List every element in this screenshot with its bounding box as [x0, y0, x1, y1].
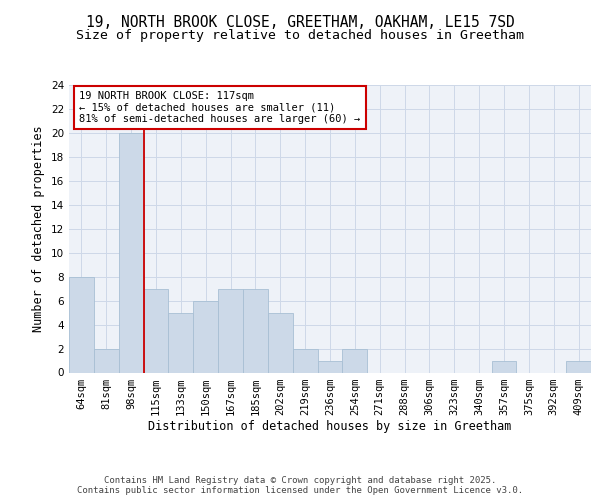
Bar — [243, 288, 268, 372]
Text: Contains HM Land Registry data © Crown copyright and database right 2025.
Contai: Contains HM Land Registry data © Crown c… — [77, 476, 523, 495]
Bar — [268, 312, 293, 372]
Bar — [119, 133, 143, 372]
Y-axis label: Number of detached properties: Number of detached properties — [32, 126, 46, 332]
Bar — [69, 276, 94, 372]
Text: 19 NORTH BROOK CLOSE: 117sqm
← 15% of detached houses are smaller (11)
81% of se: 19 NORTH BROOK CLOSE: 117sqm ← 15% of de… — [79, 91, 361, 124]
Bar — [193, 300, 218, 372]
Bar — [143, 288, 169, 372]
Bar — [343, 348, 367, 372]
Bar — [218, 288, 243, 372]
Bar — [317, 360, 343, 372]
Bar — [491, 360, 517, 372]
Bar — [169, 312, 193, 372]
X-axis label: Distribution of detached houses by size in Greetham: Distribution of detached houses by size … — [148, 420, 512, 434]
Bar — [293, 348, 317, 372]
Bar — [566, 360, 591, 372]
Text: Size of property relative to detached houses in Greetham: Size of property relative to detached ho… — [76, 30, 524, 43]
Bar — [94, 348, 119, 372]
Text: 19, NORTH BROOK CLOSE, GREETHAM, OAKHAM, LE15 7SD: 19, NORTH BROOK CLOSE, GREETHAM, OAKHAM,… — [86, 15, 514, 30]
